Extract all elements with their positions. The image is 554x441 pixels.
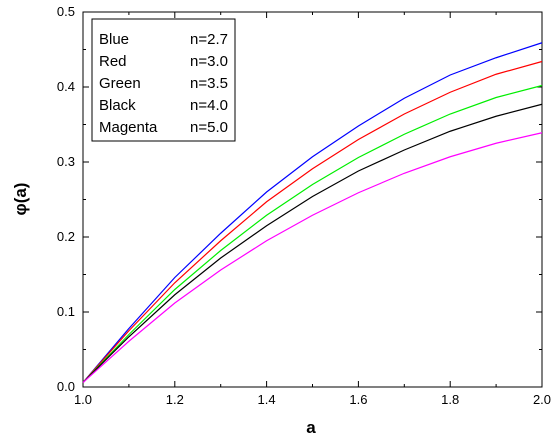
series-line-green bbox=[82, 84, 543, 383]
legend-entry-name: Red bbox=[99, 53, 127, 70]
y-axis-title: φ(a) bbox=[11, 183, 30, 216]
x-tick-label: 2.0 bbox=[533, 392, 551, 407]
series-line-black bbox=[82, 103, 543, 383]
y-tick-label: 0.0 bbox=[57, 379, 75, 394]
y-tick-label: 0.1 bbox=[57, 304, 75, 319]
x-tick-label: 1.2 bbox=[166, 392, 184, 407]
legend-entry-name: Magenta bbox=[99, 119, 158, 136]
series-line-magenta bbox=[82, 132, 543, 383]
y-tick-label: 0.4 bbox=[57, 79, 75, 94]
legend-box bbox=[91, 18, 236, 142]
y-tick-label: 0.3 bbox=[57, 154, 75, 169]
legend-entry-value: n=2.7 bbox=[190, 31, 228, 48]
x-tick-label: 1.6 bbox=[349, 392, 367, 407]
x-tick-label: 1.0 bbox=[74, 392, 92, 407]
series-line-blue bbox=[82, 42, 543, 383]
legend-entry-value: n=3.5 bbox=[190, 75, 228, 92]
x-tick-label: 1.8 bbox=[441, 392, 459, 407]
series-line-red bbox=[82, 60, 543, 383]
legend-entry-value: n=4.0 bbox=[190, 97, 228, 114]
legend-entry-name: Blue bbox=[99, 31, 129, 48]
y-tick-label: 0.5 bbox=[57, 4, 75, 19]
x-axis-title: a bbox=[306, 418, 316, 437]
legend-entry-value: n=3.0 bbox=[190, 53, 228, 70]
x-tick-label: 1.4 bbox=[258, 392, 276, 407]
legend-entry-value: n=5.0 bbox=[190, 119, 228, 136]
legend-entry-name: Green bbox=[99, 75, 141, 92]
legend-entry-name: Black bbox=[99, 97, 136, 114]
y-tick-label: 0.2 bbox=[57, 229, 75, 244]
